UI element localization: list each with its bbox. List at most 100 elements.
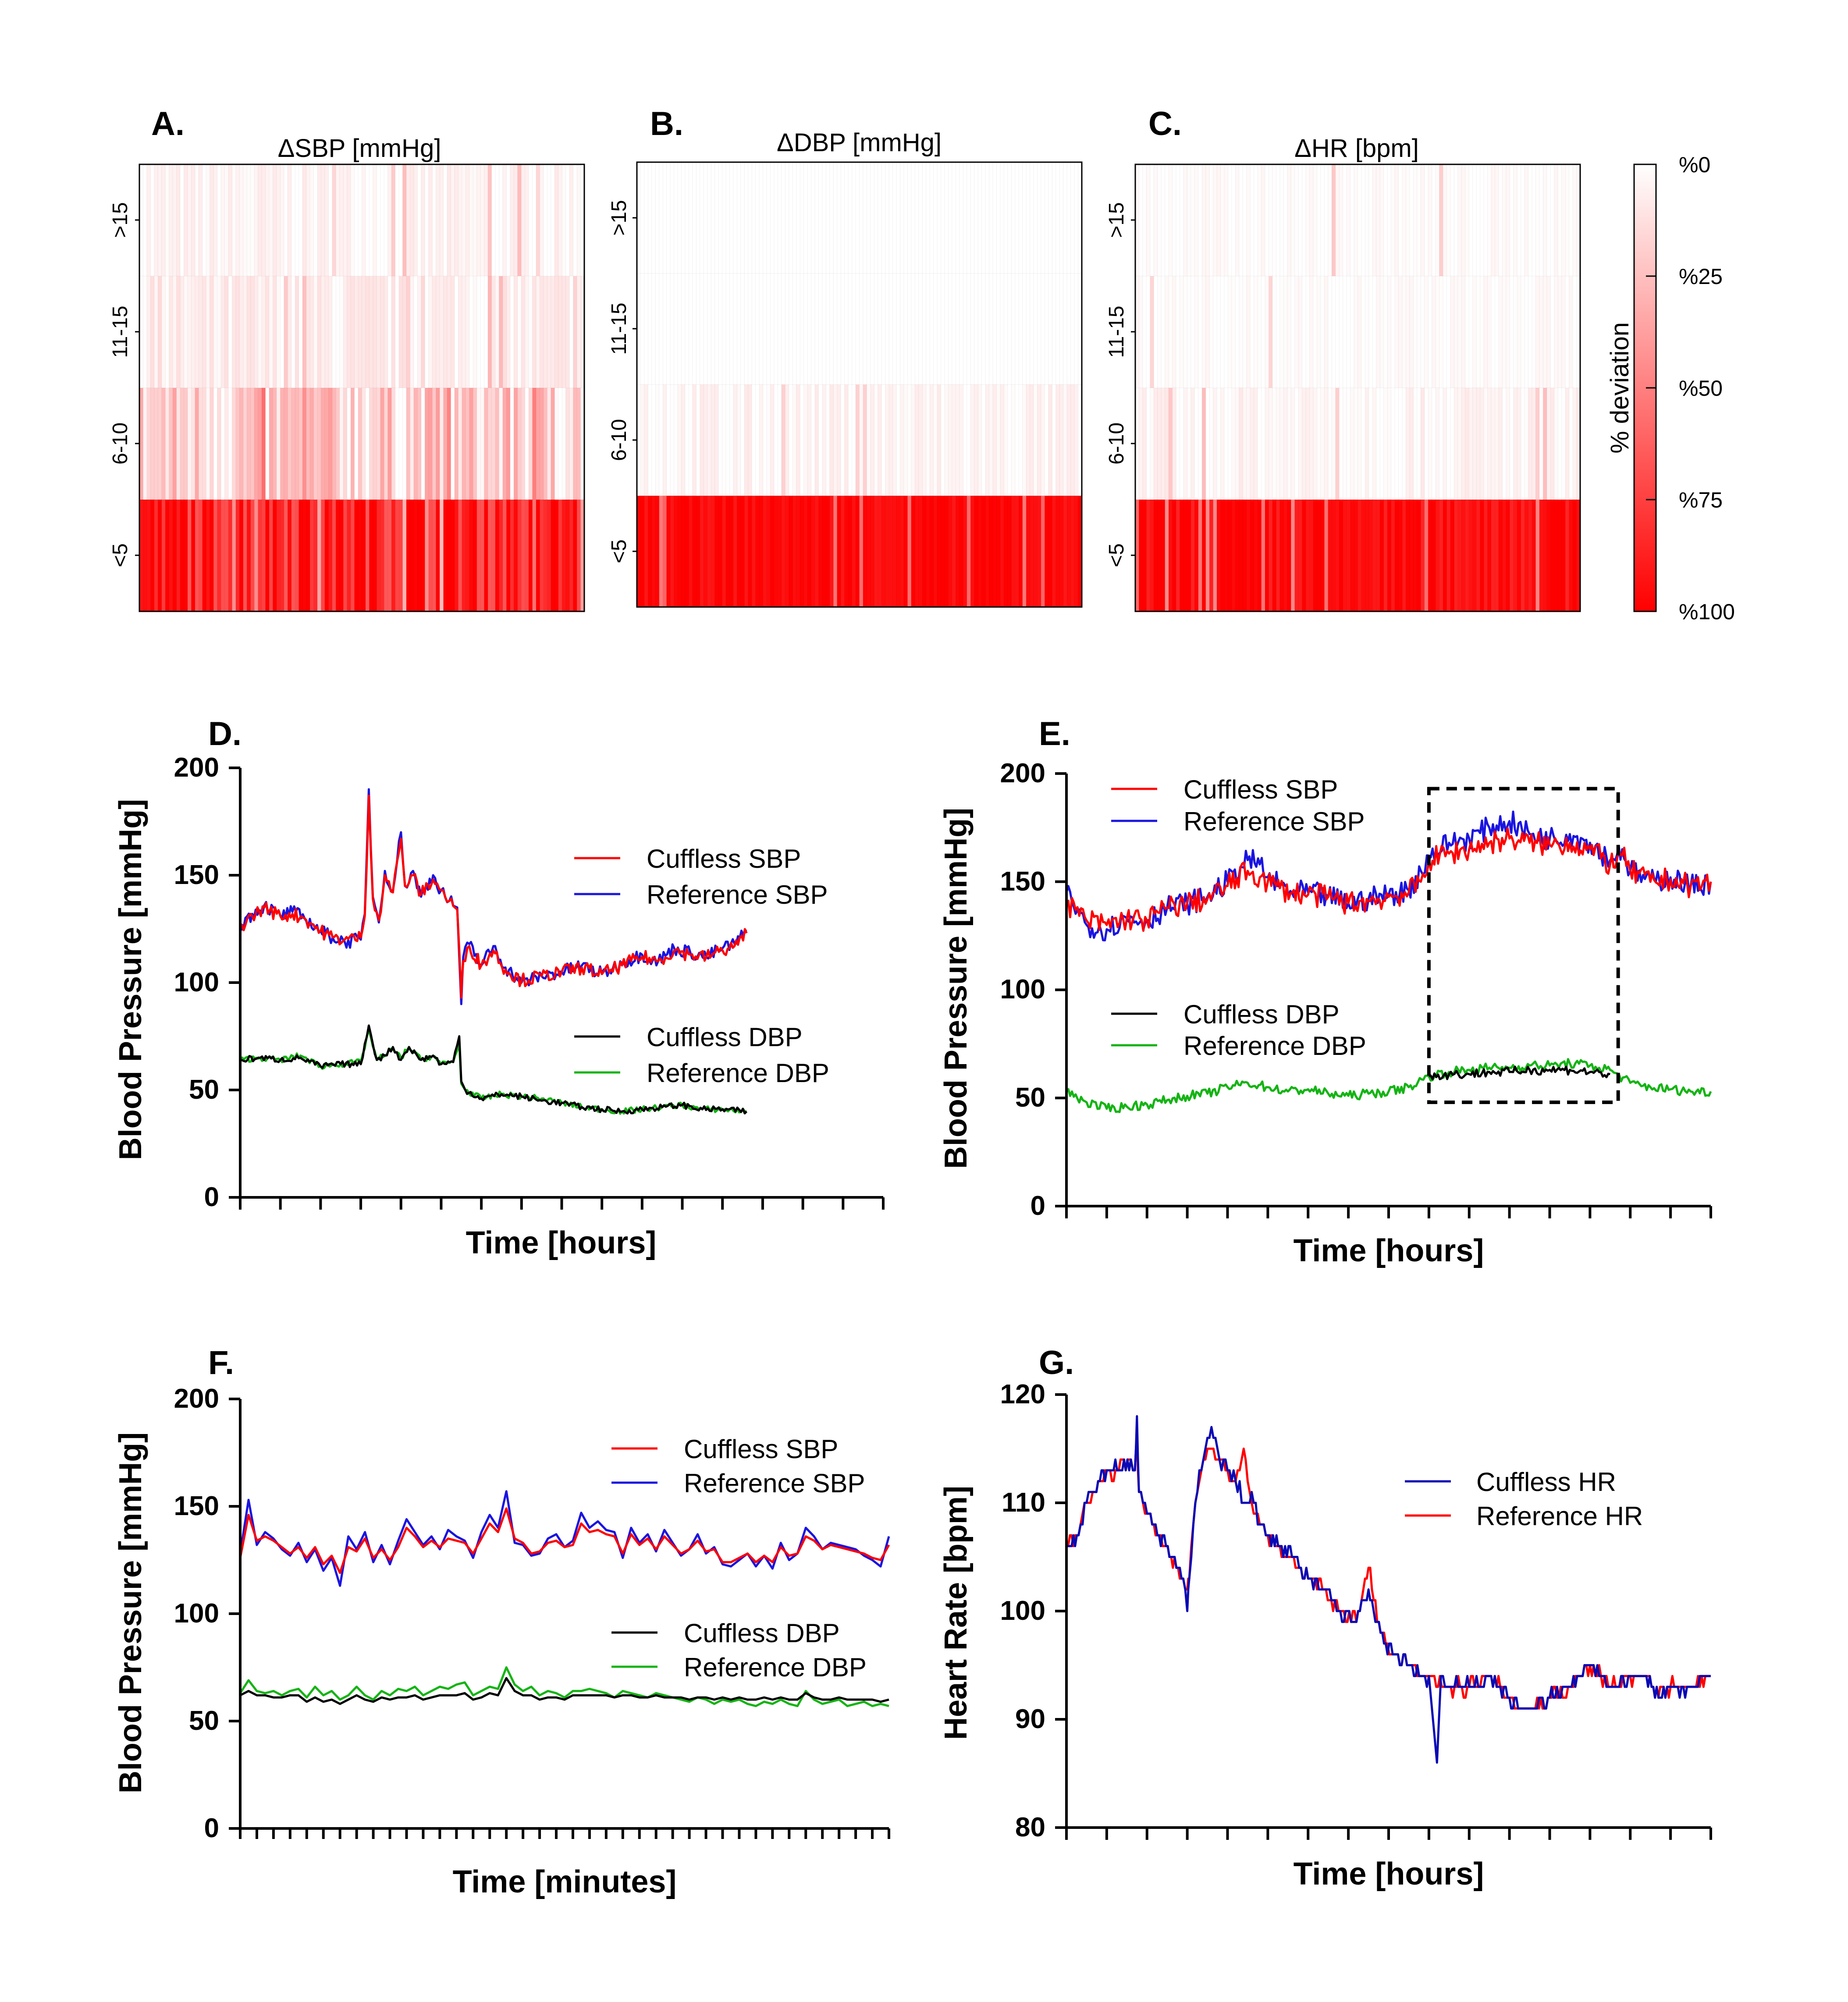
heatmap-cell: [521, 387, 526, 500]
heatmap-cell: [696, 162, 700, 274]
heatmap-cell: [339, 499, 344, 612]
heatmap-cell: [1483, 276, 1488, 388]
heatmap-cell: [220, 387, 225, 500]
heatmap-cell: [432, 276, 437, 388]
heatmap-cell: [922, 273, 927, 385]
series-line-cuffless-hr: [1066, 1415, 1711, 1764]
heatmap-cell: [844, 162, 849, 274]
heatmap-cell: [1494, 499, 1499, 612]
heatmap-cell: [922, 384, 927, 497]
heatmap-cell: [1372, 387, 1377, 500]
heatmap-cell: [265, 499, 270, 612]
heatmap-cell: [565, 387, 570, 500]
heatmap-cell: [250, 276, 255, 388]
heatmap-cell: [729, 495, 734, 607]
heatmap-cell: [870, 273, 875, 385]
heatmap-cell: [1379, 276, 1384, 388]
heatmap-cell: [1379, 164, 1384, 277]
heatmap-cell: [142, 276, 147, 388]
heatmap-cell: [447, 276, 451, 388]
heatmap-cell: [306, 276, 310, 388]
heatmap-cell: [339, 387, 344, 500]
heatmap-cell: [165, 387, 170, 500]
heatmap-cell: [239, 499, 244, 612]
heatmap-cell: [510, 499, 515, 612]
heatmap-cell: [796, 495, 801, 607]
heatmap-cell: [1011, 273, 1016, 385]
heatmap-cell: [1033, 384, 1038, 497]
heatmap-cell: [647, 495, 652, 607]
heatmap-cell: [398, 164, 403, 277]
heatmap-cell: [1070, 162, 1075, 274]
heatmap-cell: [1328, 387, 1333, 500]
heatmap-cell: [354, 387, 359, 500]
heatmap-cell: [944, 495, 949, 607]
heatmap-b-title: ΔDBP [mmHg]: [777, 128, 942, 157]
heatmap-cell: [807, 384, 812, 497]
heatmap-cell: [258, 499, 263, 612]
heatmap-cell: [154, 499, 159, 612]
heatmap-cell: [974, 495, 979, 607]
panel-g: G. Heart Rate [bpm] Time [hours] 120 110…: [938, 1344, 1712, 1892]
heatmap-cell: [1417, 164, 1422, 277]
heatmap-cell: [1569, 276, 1573, 388]
heatmap-cell: [343, 164, 348, 277]
heatmap-cell: [391, 276, 396, 388]
heatmap-cell: [1457, 499, 1462, 612]
heatmap-cell: [343, 276, 348, 388]
heatmap-cell: [1331, 387, 1336, 500]
heatmap-cell: [373, 499, 377, 612]
heatmap-cell: [491, 387, 496, 500]
heatmap-cell: [1483, 164, 1488, 277]
heatmap-cell: [800, 384, 804, 497]
heatmap-cell: [1391, 276, 1395, 388]
heatmap-cell: [1235, 164, 1240, 277]
heatmap-cell: [1483, 387, 1488, 500]
heatmap-cell: [677, 384, 682, 497]
heatmap-cell: [320, 499, 325, 612]
heatmap-cell: [250, 164, 255, 277]
heatmap-cell: [269, 387, 274, 500]
heatmap-cell: [165, 164, 170, 277]
heatmap-cell: [662, 384, 667, 497]
heatmap-cell: [803, 384, 808, 497]
heatmap-cell: [785, 162, 789, 274]
heatmap-cell: [1209, 499, 1214, 612]
heatmap-cell: [789, 495, 793, 607]
heatmap-cell: [432, 499, 437, 612]
heatmap-cell: [1011, 384, 1016, 497]
heatmap-cell: [1432, 387, 1436, 500]
heatmap-cell: [1457, 164, 1462, 277]
heatmap-cell: [1030, 495, 1034, 607]
heatmap-cell: [154, 164, 159, 277]
heatmap-cell: [1000, 162, 1005, 274]
heatmap-cell: [759, 495, 764, 607]
heatmap-cell: [1491, 164, 1496, 277]
heatmap-cell: [789, 273, 793, 385]
heatmap-cell: [506, 164, 511, 277]
heatmap-cell: [1383, 164, 1388, 277]
heatmap-cell: [528, 499, 533, 612]
heatmap-cell: [1313, 499, 1318, 612]
heatmap-cell: [1502, 499, 1507, 612]
heatmap-cell: [169, 276, 174, 388]
heatmap-cell: [1302, 164, 1306, 277]
heatmap-cell: [231, 164, 236, 277]
heatmap-cell: [1517, 164, 1521, 277]
heatmap-cell: [1542, 164, 1547, 277]
heatmap-cell: [1309, 164, 1314, 277]
heatmap-cell: [1387, 276, 1392, 388]
heatmap-cell: [870, 495, 875, 607]
heatmap-cell: [250, 499, 255, 612]
heatmap-cell: [829, 162, 834, 274]
heatmap-cell: [1354, 164, 1358, 277]
heatmap-cell: [402, 387, 407, 500]
heatmap-cell: [1439, 164, 1443, 277]
heatmap-cell: [525, 387, 530, 500]
heatmap-cell: [161, 387, 166, 500]
heatmap-cell: [959, 495, 964, 607]
heatmap-cell: [1472, 499, 1477, 612]
heatmap-cell: [763, 162, 767, 274]
heatmap-cell: [981, 162, 986, 274]
heatmap-cell: [1142, 499, 1147, 612]
